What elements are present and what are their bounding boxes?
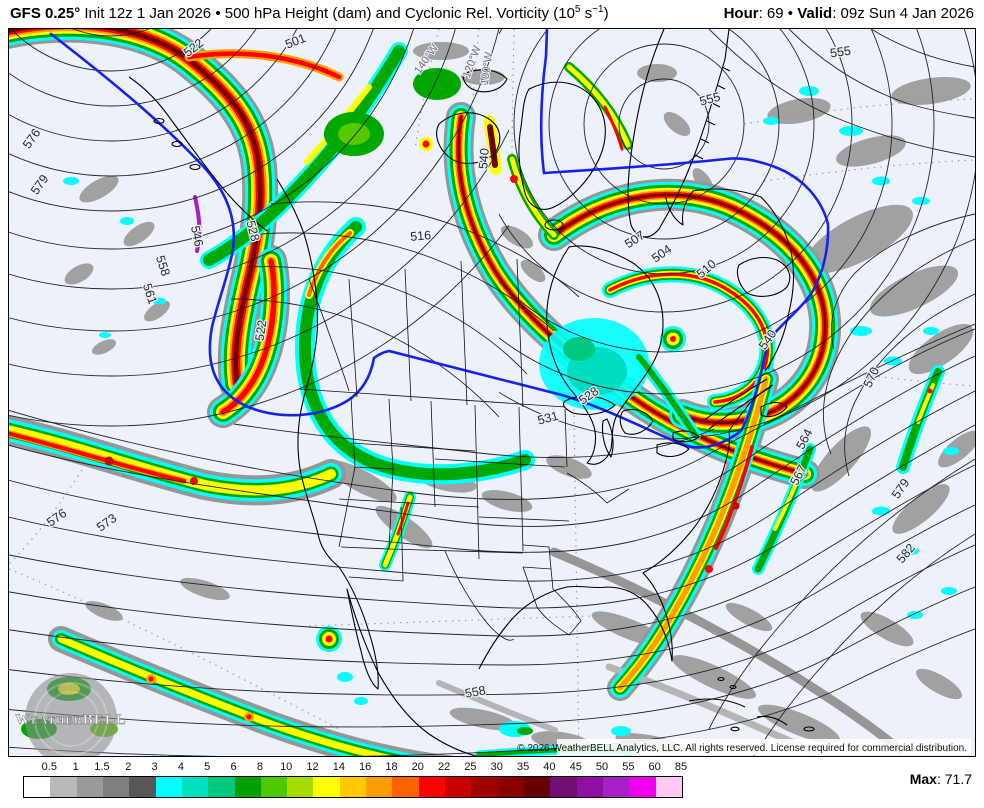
coastlines [128, 29, 815, 756]
colorbar-cell [313, 777, 340, 797]
copyright-text: © 2026 WeatherBELL Analytics, LLC. All r… [517, 743, 967, 754]
colorbar-cell [50, 777, 77, 797]
colorbar-tick: 30 [490, 761, 503, 773]
colorbar-tick: 1 [72, 761, 79, 773]
colorbar-legend: 0.5 1 1.5 2 3 4 5 6 8 10 12 14 16 18 20 22 25 30 35 40 45 50 5… [0, 757, 984, 808]
colorbar-tick: 4 [177, 761, 184, 773]
vorticity-streaks [9, 29, 959, 756]
title-bar: GFS 0.25° Init 12z 1 Jan 2026 • 500 hPa … [0, 0, 984, 28]
contour-label: 522 [253, 319, 270, 342]
valid-time: Hour: 69 • Valid: 09z Sun 4 Jan 2026 [723, 5, 974, 22]
gray-vorticity-patches [64, 42, 975, 753]
colorbar-cell [445, 777, 472, 797]
colorbar-cell [576, 777, 603, 797]
colorbar-cell [655, 777, 682, 797]
state-borders [298, 258, 630, 641]
colorbar-tick: 5 [204, 761, 211, 773]
colorbar-cell [602, 777, 630, 797]
max-value-label: Max: 71.7 [909, 771, 972, 787]
colorbar-cell [234, 777, 261, 797]
colorbar-tick: 10 [280, 761, 293, 773]
colorbar-cell [550, 777, 577, 797]
contour-label: 540 [476, 148, 492, 170]
colorbar-tick: 1.5 [94, 761, 110, 773]
colorbar-tick: 25 [464, 761, 477, 773]
colorbar-cell [418, 777, 445, 797]
valid-label: Valid [793, 5, 833, 22]
contour-label: 561 [140, 282, 160, 306]
colorbar-tick: 40 [543, 761, 556, 773]
colorbar-tick: 85 [674, 761, 688, 773]
colorbar-cell [471, 777, 498, 797]
blue-540-contour [49, 29, 830, 449]
colorbar-tick: 14 [332, 761, 345, 773]
colorbar-cell [181, 777, 209, 797]
contour-label: 555 [698, 90, 722, 109]
colorbar-tick: 20 [411, 761, 424, 773]
colorbar-tick: 18 [385, 761, 398, 773]
colorbar-cell [497, 777, 524, 797]
bullet-separator: • [215, 5, 221, 22]
contour-label: 528 [243, 219, 262, 243]
map-svg: 522 5015765795465585615285225165405045075… [9, 29, 975, 756]
colorbar-cell [287, 777, 314, 797]
colorbar-tick: 35 [516, 761, 530, 773]
map-canvas: 522 501 576 579 546 558 561 528 522 516 540 504 507 5… [8, 28, 976, 757]
colorbar-tick: 8 [256, 761, 263, 773]
colorbar-cell [76, 777, 103, 797]
colorbar-tick: 2 [125, 761, 132, 773]
map-title: GFS 0.25° Init 12z 1 Jan 2026 • 500 hPa … [10, 4, 609, 23]
contour-label: 558 [464, 683, 487, 700]
colorbar-cell [629, 777, 656, 797]
colorbar-cell [208, 777, 235, 797]
colorbar-tick: 45 [569, 761, 582, 773]
bullet-separator: • [787, 5, 794, 22]
copyright: © 2026 WeatherBELL Analytics, LLC. All r… [517, 739, 971, 755]
colorbar-tick: 12 [306, 761, 319, 773]
colorbar [23, 776, 683, 798]
colorbar-tick: 16 [359, 761, 372, 773]
colorbar-cell [366, 777, 393, 797]
colorbar-tick: 0.5 [41, 761, 57, 773]
contour-label: 516 [410, 228, 432, 244]
colorbar-cell [129, 777, 156, 797]
colorbar-cell [523, 777, 551, 797]
contour-label: 531 [536, 409, 560, 428]
colorbar-tick: 6 [230, 761, 237, 773]
contour-label: 555 [829, 44, 852, 61]
colorbar-cell [339, 777, 367, 797]
colorbar-tick: 3 [151, 761, 158, 773]
colorbar-cell [260, 777, 288, 797]
colorbar-tick: 60 [648, 761, 661, 773]
colorbar-cell [102, 777, 130, 797]
graticule-label: 100°W [479, 51, 496, 86]
colorbar-tick: 50 [595, 761, 609, 773]
model-name: GFS 0.25 [10, 5, 75, 22]
colorbar-tick: 22 [437, 761, 451, 773]
colorbar-tick: 55 [622, 761, 635, 773]
contour-label: 546 [188, 225, 206, 248]
colorbar-cell [155, 777, 182, 797]
colorbar-cell [24, 777, 51, 797]
colorbar-cell [392, 777, 419, 797]
degree-sign: ° [74, 5, 81, 22]
watermark-text: WeatherBELL [15, 712, 127, 728]
hour-label: Hour [723, 5, 759, 22]
weatherbell-watermark: WeatherBELL [15, 673, 127, 756]
